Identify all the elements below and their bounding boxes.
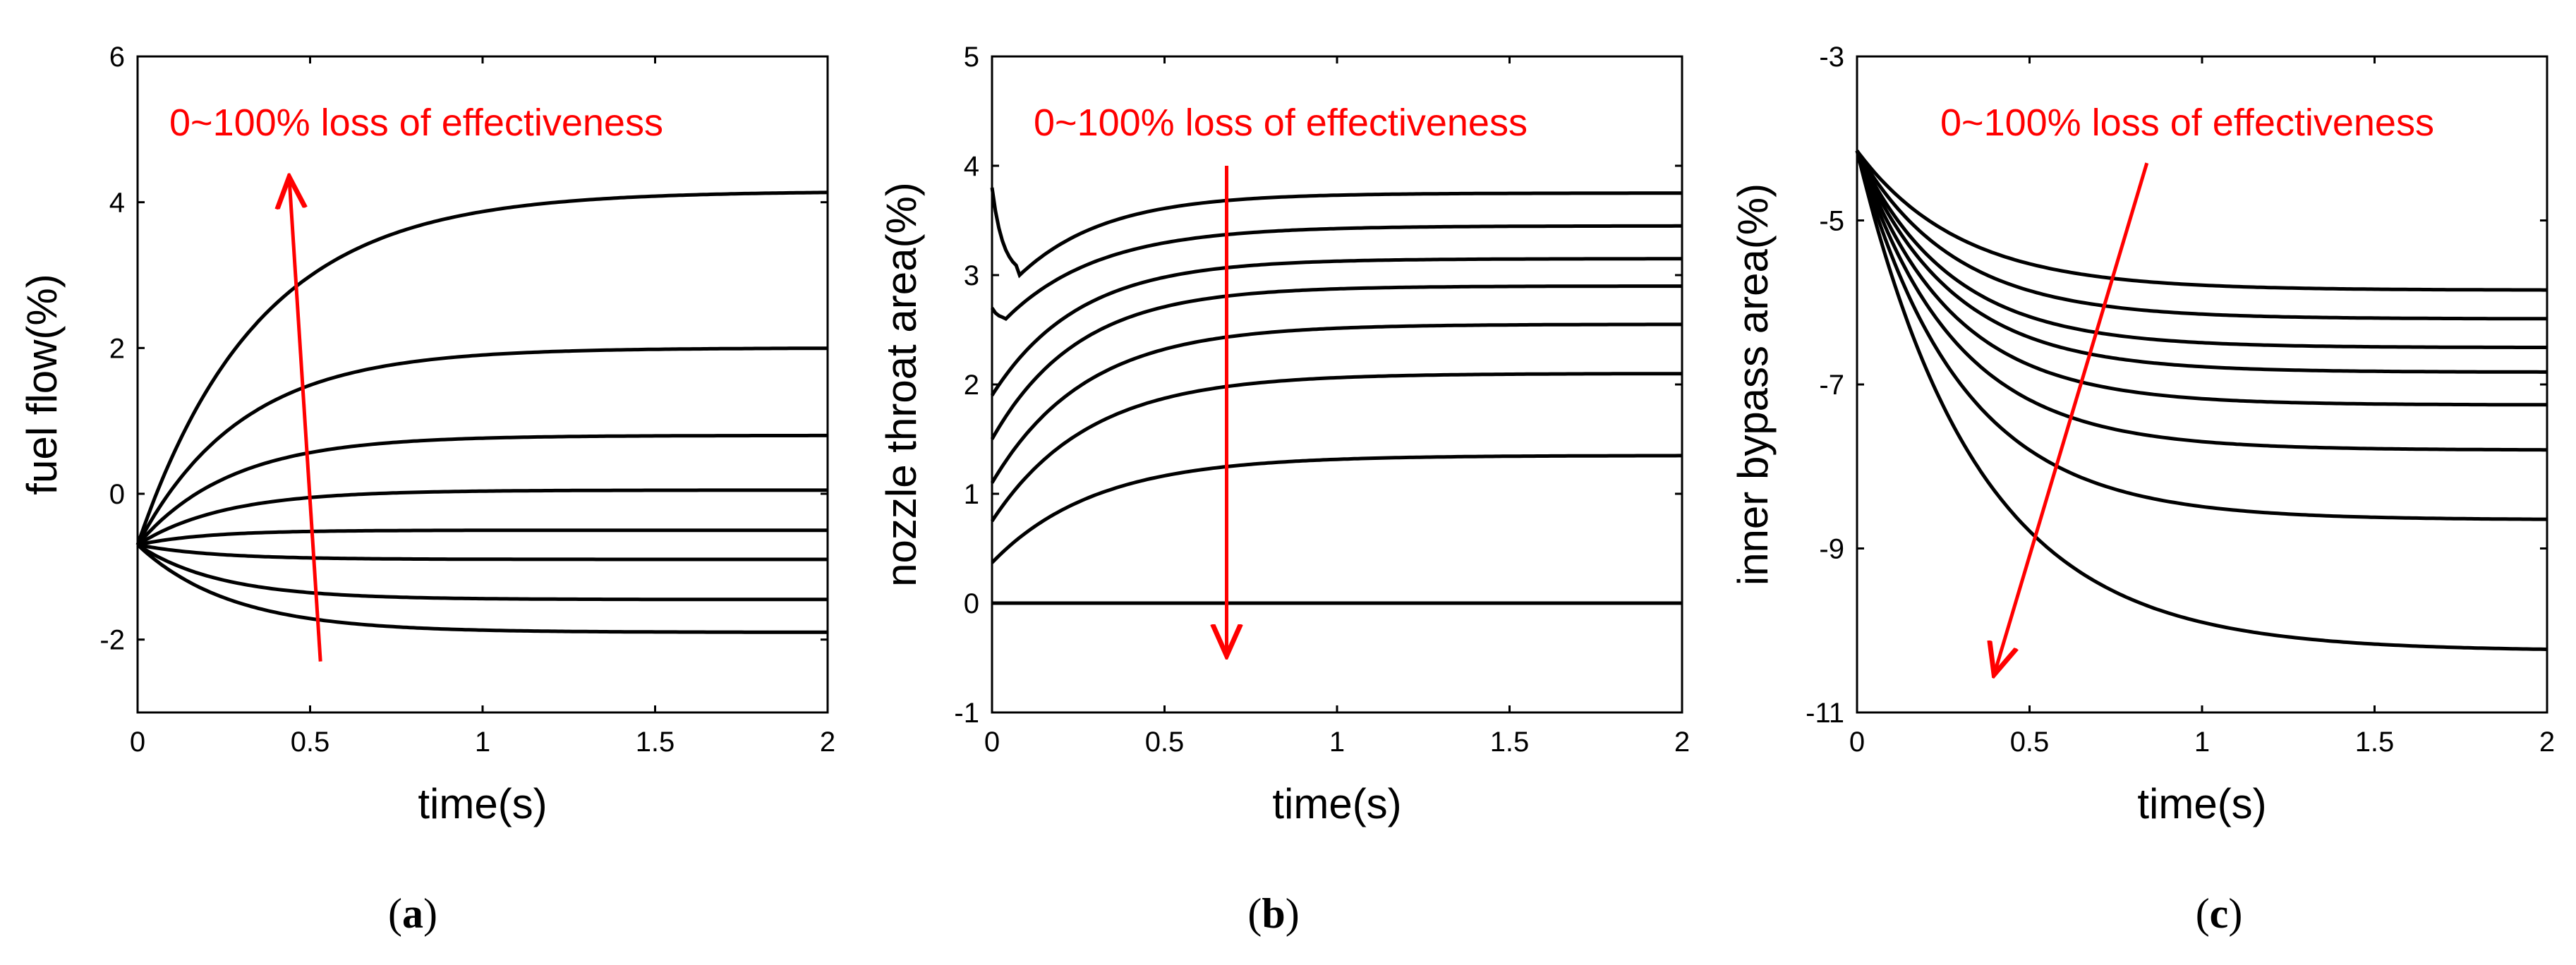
series-line-3 (136, 433, 828, 546)
x-tick-label: 1.5 (636, 727, 675, 758)
series-line-2 (990, 224, 1682, 322)
series-line-6 (1855, 150, 2547, 452)
series-line-6 (137, 542, 828, 562)
y-tick-label: -5 (1819, 206, 1844, 237)
series-line-8 (1855, 150, 2548, 651)
y-tick-label: -2 (99, 625, 125, 656)
series-line-2 (135, 346, 828, 546)
series-line-6 (990, 372, 1682, 523)
series-line-4 (136, 488, 828, 547)
x-tick-label: 1 (475, 727, 490, 758)
x-tick-label: 0.5 (291, 727, 330, 758)
y-ticks-b: -1 0 1 2 3 4 5 (954, 42, 1682, 729)
y-axis-label-b: nozzle throat area(%) (878, 182, 925, 587)
x-ticks-b: 0 0.5 1 1.5 2 (984, 56, 1690, 758)
x-ticks-a: 0 0.5 1 1.5 2 (130, 56, 835, 758)
series-line-1 (135, 190, 828, 546)
series-line-2 (1855, 150, 2547, 321)
series-line-8 (136, 543, 828, 634)
x-tick-label: 1.5 (1490, 727, 1530, 758)
y-tick-label: 5 (964, 42, 979, 73)
series-line-4 (1855, 150, 2547, 374)
panel-a: 0 0.5 1 1.5 2 -2 0 2 4 6 time(s) fuel flow(%) 0~… (18, 42, 835, 937)
series-line-3 (990, 257, 1682, 396)
series-line-5 (137, 528, 828, 547)
x-axis-label-a: time(s) (418, 780, 547, 827)
x-axis-label-b: time(s) (1272, 780, 1401, 827)
arrow-a (289, 181, 322, 662)
curves-c (1855, 150, 2548, 651)
curves-b (990, 187, 1682, 605)
y-tick-label: 6 (109, 42, 125, 73)
x-tick-label: 1 (2194, 727, 2210, 758)
y-tick-label: 2 (964, 370, 979, 401)
panel-label-a: (a) (388, 890, 437, 937)
series-line-7 (1855, 150, 2547, 521)
y-tick-label: 3 (964, 260, 979, 291)
series-line-5 (1855, 150, 2547, 407)
x-tick-label: 2 (1674, 727, 1690, 758)
y-tick-label: 0 (964, 588, 979, 619)
y-axis-label-c: inner bypass area(%) (1729, 183, 1777, 585)
x-tick-label: 2 (2539, 727, 2555, 758)
series-line-1 (990, 187, 1682, 279)
curves-a (135, 190, 828, 634)
y-tick-label: 0 (109, 479, 125, 510)
x-ticks-c: 0 0.5 1 1.5 2 (1849, 56, 2555, 758)
annotation-c: 0~100% loss of effectiveness (1940, 102, 2434, 144)
x-tick-label: 0.5 (2010, 727, 2050, 758)
series-line-4 (990, 284, 1682, 440)
panel-label-b: (b) (1247, 890, 1299, 937)
y-tick-label: -7 (1819, 370, 1844, 401)
y-tick-label: -9 (1819, 534, 1844, 565)
panel-c: 0 0.5 1 1.5 2 -11 -9 -7 -5 -3 time(s) inner bypa… (1729, 42, 2555, 937)
x-tick-label: 0 (984, 727, 1000, 758)
y-tick-label: 4 (964, 151, 979, 182)
y-tick-label: 4 (109, 188, 125, 219)
x-tick-label: 0 (130, 727, 145, 758)
x-tick-label: 0 (1849, 727, 1865, 758)
annotation-a: 0~100% loss of effectiveness (169, 102, 663, 144)
plot-frame-a (136, 55, 829, 714)
annotation-b: 0~100% loss of effectiveness (1034, 102, 1528, 144)
series-line-5 (990, 322, 1682, 484)
series-line-1 (1856, 150, 2547, 292)
x-axis-label-c: time(s) (2137, 780, 2266, 827)
x-tick-label: 2 (820, 727, 835, 758)
y-ticks-a: -2 0 2 4 6 (99, 42, 828, 656)
plot-frame-b (991, 55, 1683, 714)
y-tick-label: 2 (109, 333, 125, 364)
series-line-3 (1855, 150, 2547, 349)
y-tick-label: -11 (1806, 698, 1844, 729)
y-axis-label-a: fuel flow(%) (18, 274, 66, 494)
x-tick-label: 0.5 (1145, 727, 1185, 758)
x-tick-label: 1.5 (2355, 727, 2395, 758)
panel-label-c: (c) (2196, 890, 2243, 937)
series-line-7 (991, 454, 1682, 564)
x-tick-label: 1 (1329, 727, 1345, 758)
y-tick-label: -1 (954, 698, 979, 729)
y-ticks-c: -11 -9 -7 -5 -3 (1806, 42, 2547, 729)
series-line-7 (136, 543, 828, 602)
arrow-c (1995, 162, 2149, 672)
y-tick-label: -3 (1819, 42, 1844, 73)
y-tick-label: 1 (964, 479, 979, 510)
